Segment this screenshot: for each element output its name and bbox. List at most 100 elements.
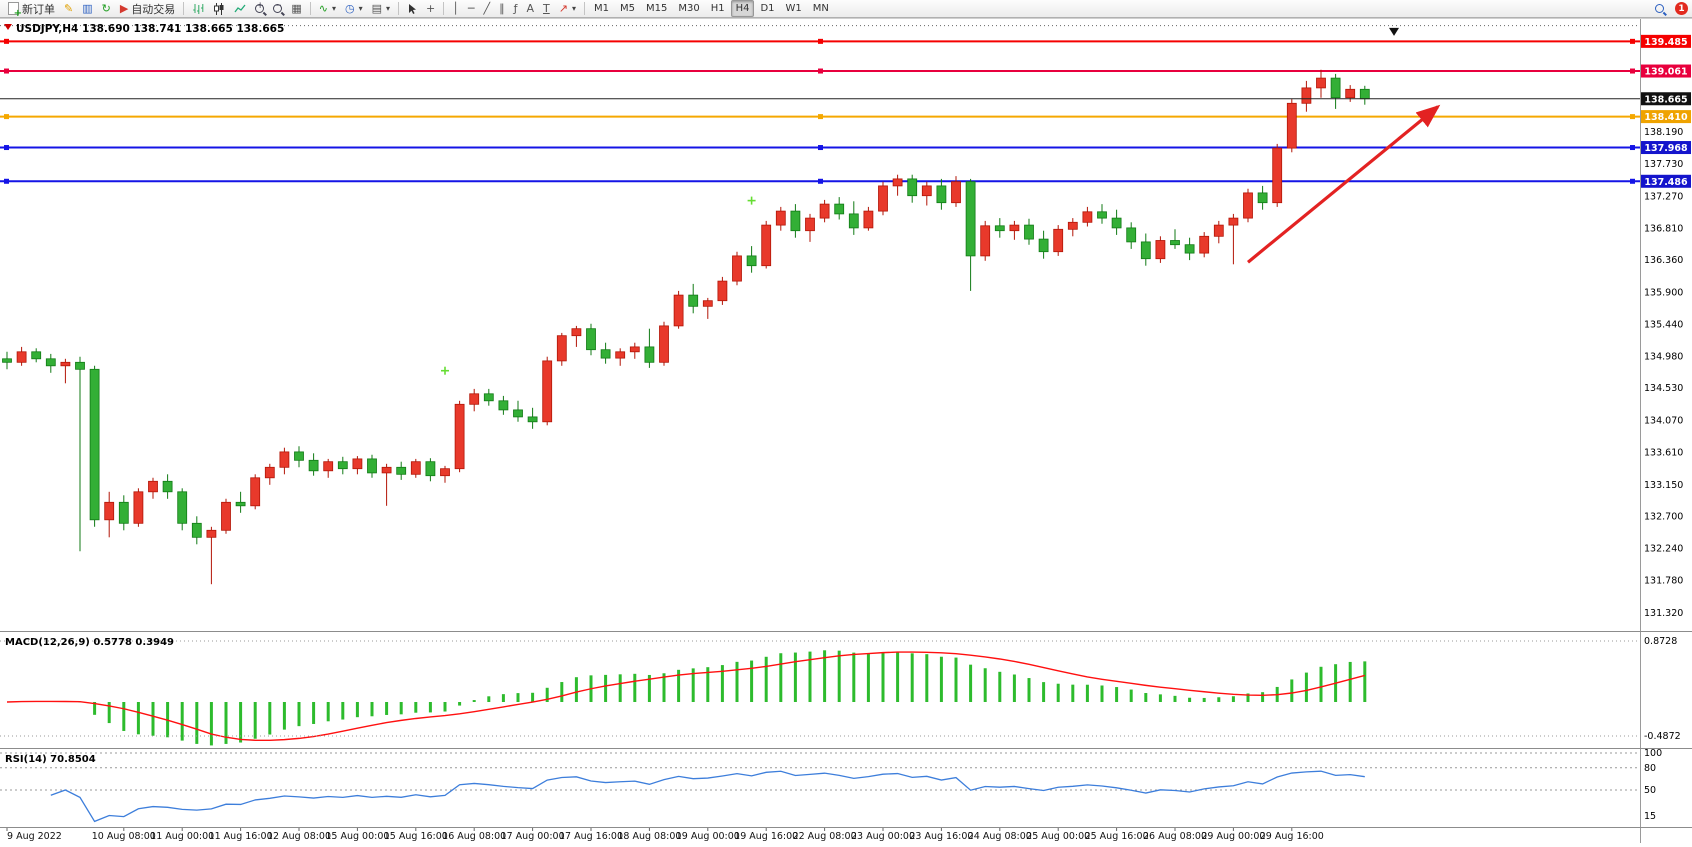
svg-text:132.700: 132.700 bbox=[1644, 511, 1683, 522]
svg-text:25 Aug 00:00: 25 Aug 00:00 bbox=[1026, 831, 1090, 842]
svg-text:USDJPY,H4 138.690 138.741 138: USDJPY,H4 138.690 138.741 138.665 138.66… bbox=[16, 23, 284, 35]
separator bbox=[309, 2, 311, 15]
chart-canvas[interactable]: 138.190 137.730 137.270 136.810 136.360 135.9… bbox=[0, 18, 1692, 843]
svg-text:26 Aug 08:00: 26 Aug 08:00 bbox=[1143, 831, 1207, 842]
svg-text:136.360: 136.360 bbox=[1644, 255, 1683, 266]
horizontal-line-icon: ─ bbox=[467, 2, 475, 15]
refresh-button[interactable]: ↻ bbox=[98, 0, 115, 18]
svg-text:11 Aug 00:00: 11 Aug 00:00 bbox=[150, 831, 214, 842]
svg-text:137.730: 137.730 bbox=[1644, 159, 1683, 170]
new-order-button[interactable]: 新订单 bbox=[4, 0, 59, 19]
svg-text:136.810: 136.810 bbox=[1644, 224, 1683, 235]
search-button[interactable] bbox=[1651, 0, 1668, 18]
channel-icon: ∥ bbox=[499, 2, 505, 15]
text-label-button[interactable]: T bbox=[539, 0, 554, 18]
vertical-line-icon: │ bbox=[452, 2, 459, 15]
zoom-out-icon: − bbox=[273, 1, 283, 13]
svg-text:29 Aug 16:00: 29 Aug 16:00 bbox=[1260, 831, 1324, 842]
bar-chart-icon bbox=[193, 3, 204, 14]
text-label-icon: T bbox=[543, 2, 550, 15]
shapes-button[interactable]: ↗ ▾ bbox=[555, 0, 580, 18]
metaeditor-button[interactable]: ✎ bbox=[60, 0, 77, 18]
bar-chart-button[interactable] bbox=[188, 0, 208, 18]
text-icon: A bbox=[526, 2, 534, 15]
svg-text:22 Aug 08:00: 22 Aug 08:00 bbox=[793, 831, 857, 842]
svg-text:139.061: 139.061 bbox=[1644, 67, 1687, 78]
trend-arrow[interactable] bbox=[1246, 104, 1441, 264]
svg-text:134.980: 134.980 bbox=[1644, 352, 1683, 363]
zoom-in-icon: + bbox=[255, 1, 265, 13]
svg-text:0.8728: 0.8728 bbox=[1644, 636, 1677, 647]
svg-text:134.530: 134.530 bbox=[1644, 383, 1683, 394]
timeframe-d1-button[interactable]: D1 bbox=[760, 3, 775, 14]
timeframe-m1-button[interactable]: M1 bbox=[593, 3, 609, 14]
svg-text:24 Aug 08:00: 24 Aug 08:00 bbox=[968, 831, 1032, 842]
price-tags: 139.485 139.061 138.410 137.968 137.486 138.6… bbox=[1641, 34, 1691, 188]
chart-title: USDJPY,H4 138.690 138.741 138.665 138.66… bbox=[4, 23, 284, 35]
chart-mini-icon bbox=[4, 24, 12, 30]
timeframe-mn-button[interactable]: MN bbox=[812, 3, 829, 14]
timeframe-h1-button[interactable]: H1 bbox=[710, 3, 725, 14]
line-chart-button[interactable] bbox=[230, 0, 250, 18]
chart-background bbox=[0, 18, 1692, 843]
svg-text:19 Aug 16:00: 19 Aug 16:00 bbox=[734, 831, 798, 842]
text-button[interactable]: A bbox=[522, 0, 538, 18]
svg-text:133.150: 133.150 bbox=[1644, 480, 1683, 491]
svg-text:137.968: 137.968 bbox=[1644, 143, 1688, 154]
auto-trading-button[interactable]: ▶ 自动交易 bbox=[116, 0, 179, 18]
new-order-icon bbox=[8, 2, 22, 19]
svg-text:133.610: 133.610 bbox=[1644, 448, 1683, 459]
tile-windows-button[interactable]: ▦ bbox=[287, 0, 305, 18]
svg-text:15 Aug 00:00: 15 Aug 00:00 bbox=[325, 831, 389, 842]
templates-button[interactable]: ▤ ▾ bbox=[368, 0, 394, 18]
svg-text:131.320: 131.320 bbox=[1644, 608, 1683, 619]
indicators-icon: ∿ bbox=[318, 2, 328, 15]
timeframe-m30-button[interactable]: M30 bbox=[678, 3, 700, 14]
svg-text:25 Aug 16:00: 25 Aug 16:00 bbox=[1085, 831, 1149, 842]
svg-text:134.070: 134.070 bbox=[1644, 415, 1683, 426]
metaeditor-icon: ✎ bbox=[64, 2, 74, 15]
svg-text:RSI(14) 70.8504: RSI(14) 70.8504 bbox=[5, 754, 96, 765]
auto-trading-icon: ▶ bbox=[119, 2, 129, 15]
timeframe-h4-button[interactable]: H4 bbox=[730, 0, 755, 17]
svg-text:138.665: 138.665 bbox=[1644, 94, 1687, 105]
svg-text:23 Aug 00:00: 23 Aug 00:00 bbox=[851, 831, 915, 842]
rsi-line bbox=[50, 770, 1365, 823]
horizontal-line-objects[interactable] bbox=[0, 38, 1640, 184]
svg-text:100: 100 bbox=[1644, 748, 1662, 759]
svg-text:138.190: 138.190 bbox=[1644, 127, 1683, 138]
dropdown-arrow-icon: ▾ bbox=[331, 4, 336, 13]
notification-badge[interactable]: 1 bbox=[1675, 2, 1688, 15]
svg-text:11 Aug 16:00: 11 Aug 16:00 bbox=[209, 831, 273, 842]
svg-text:132.240: 132.240 bbox=[1644, 544, 1683, 555]
cursor-button[interactable] bbox=[403, 0, 421, 18]
dropdown-arrow-icon: ▾ bbox=[571, 4, 576, 13]
clock-icon: ◷ bbox=[344, 2, 355, 15]
svg-text:131.780: 131.780 bbox=[1644, 576, 1683, 587]
svg-text:9 Aug 2022: 9 Aug 2022 bbox=[7, 831, 62, 842]
svg-text:17 Aug 00:00: 17 Aug 00:00 bbox=[501, 831, 565, 842]
timeframe-w1-button[interactable]: W1 bbox=[785, 3, 802, 14]
timeframe-m15-button[interactable]: M15 bbox=[645, 3, 668, 14]
svg-text:23 Aug 16:00: 23 Aug 16:00 bbox=[909, 831, 973, 842]
chart-markers bbox=[0, 27, 1640, 375]
cursor-icon bbox=[409, 3, 416, 14]
dropdown-arrow-icon: ▾ bbox=[385, 4, 390, 13]
crosshair-button[interactable]: + bbox=[422, 0, 439, 18]
channel-button[interactable]: ∥ bbox=[495, 0, 509, 18]
svg-text:10 Aug 08:00: 10 Aug 08:00 bbox=[92, 831, 156, 842]
indicators-button[interactable]: ∿ ▾ bbox=[315, 0, 340, 18]
trendline-button[interactable]: ╱ bbox=[479, 0, 494, 18]
candlestick-chart-button[interactable] bbox=[209, 0, 229, 18]
zoom-out-button[interactable]: − bbox=[269, 0, 286, 18]
market-watch-button[interactable]: ▥ bbox=[78, 0, 96, 18]
svg-text:135.440: 135.440 bbox=[1644, 320, 1683, 331]
vertical-line-button[interactable]: │ bbox=[448, 0, 463, 18]
timeframe-m5-button[interactable]: M5 bbox=[619, 3, 635, 14]
horizontal-line-button[interactable]: ─ bbox=[464, 0, 479, 18]
periods-button[interactable]: ◷ ▾ bbox=[341, 0, 367, 18]
zoom-in-button[interactable]: + bbox=[251, 0, 268, 18]
fibonacci-button[interactable]: ƒ bbox=[510, 0, 522, 18]
svg-text:18 Aug 08:00: 18 Aug 08:00 bbox=[617, 831, 681, 842]
